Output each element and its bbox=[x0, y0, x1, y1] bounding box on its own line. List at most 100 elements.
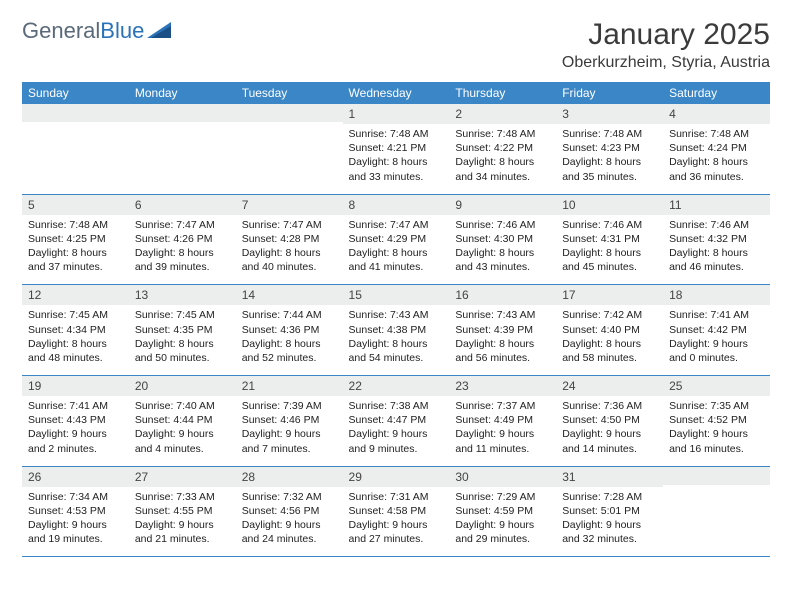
sunrise-text: Sunrise: 7:48 AM bbox=[455, 127, 550, 141]
calendar-cell-empty bbox=[129, 104, 236, 194]
sunset-text: Sunset: 4:43 PM bbox=[28, 413, 123, 427]
daylight-line1: Daylight: 9 hours bbox=[349, 427, 444, 441]
daylight-line2: and 35 minutes. bbox=[562, 170, 657, 184]
logo-text: GeneralBlue bbox=[22, 18, 144, 44]
sunset-text: Sunset: 4:58 PM bbox=[349, 504, 444, 518]
day-details: Sunrise: 7:46 AMSunset: 4:31 PMDaylight:… bbox=[556, 215, 663, 285]
day-number bbox=[236, 104, 343, 122]
week-row: 5Sunrise: 7:48 AMSunset: 4:25 PMDaylight… bbox=[22, 194, 770, 285]
day-details: Sunrise: 7:46 AMSunset: 4:30 PMDaylight:… bbox=[449, 215, 556, 285]
logo-word2: Blue bbox=[100, 18, 144, 43]
daylight-line2: and 4 minutes. bbox=[135, 442, 230, 456]
daylight-line1: Daylight: 8 hours bbox=[455, 155, 550, 169]
sunset-text: Sunset: 4:35 PM bbox=[135, 323, 230, 337]
sunset-text: Sunset: 4:53 PM bbox=[28, 504, 123, 518]
daylight-line2: and 56 minutes. bbox=[455, 351, 550, 365]
day-number: 27 bbox=[129, 467, 236, 487]
sunrise-text: Sunrise: 7:29 AM bbox=[455, 490, 550, 504]
sunrise-text: Sunrise: 7:43 AM bbox=[455, 308, 550, 322]
sunset-text: Sunset: 4:28 PM bbox=[242, 232, 337, 246]
daylight-line2: and 29 minutes. bbox=[455, 532, 550, 546]
sunset-text: Sunset: 4:38 PM bbox=[349, 323, 444, 337]
sunset-text: Sunset: 4:42 PM bbox=[669, 323, 764, 337]
sunrise-text: Sunrise: 7:48 AM bbox=[669, 127, 764, 141]
day-details: Sunrise: 7:33 AMSunset: 4:55 PMDaylight:… bbox=[129, 487, 236, 557]
calendar-cell: 3Sunrise: 7:48 AMSunset: 4:23 PMDaylight… bbox=[556, 104, 663, 194]
daylight-line2: and 34 minutes. bbox=[455, 170, 550, 184]
month-title: January 2025 bbox=[562, 18, 770, 52]
daylight-line2: and 40 minutes. bbox=[242, 260, 337, 274]
daylight-line2: and 0 minutes. bbox=[669, 351, 764, 365]
calendar-cell: 15Sunrise: 7:43 AMSunset: 4:38 PMDayligh… bbox=[343, 285, 450, 376]
calendar-cell: 14Sunrise: 7:44 AMSunset: 4:36 PMDayligh… bbox=[236, 285, 343, 376]
sunrise-text: Sunrise: 7:47 AM bbox=[135, 218, 230, 232]
sunset-text: Sunset: 4:23 PM bbox=[562, 141, 657, 155]
weekday-monday: Monday bbox=[129, 82, 236, 104]
day-number: 20 bbox=[129, 376, 236, 396]
day-details bbox=[663, 485, 770, 543]
daylight-line1: Daylight: 9 hours bbox=[28, 518, 123, 532]
daylight-line2: and 11 minutes. bbox=[455, 442, 550, 456]
calendar-cell: 1Sunrise: 7:48 AMSunset: 4:21 PMDaylight… bbox=[343, 104, 450, 194]
daylight-line2: and 50 minutes. bbox=[135, 351, 230, 365]
day-details: Sunrise: 7:48 AMSunset: 4:23 PMDaylight:… bbox=[556, 124, 663, 194]
title-block: January 2025 Oberkurzheim, Styria, Austr… bbox=[562, 18, 770, 72]
daylight-line2: and 36 minutes. bbox=[669, 170, 764, 184]
daylight-line1: Daylight: 8 hours bbox=[349, 155, 444, 169]
day-details: Sunrise: 7:29 AMSunset: 4:59 PMDaylight:… bbox=[449, 487, 556, 557]
day-number: 18 bbox=[663, 285, 770, 305]
sunrise-text: Sunrise: 7:46 AM bbox=[562, 218, 657, 232]
sunset-text: Sunset: 4:36 PM bbox=[242, 323, 337, 337]
day-details: Sunrise: 7:46 AMSunset: 4:32 PMDaylight:… bbox=[663, 215, 770, 285]
week-row: 1Sunrise: 7:48 AMSunset: 4:21 PMDaylight… bbox=[22, 104, 770, 194]
day-details: Sunrise: 7:47 AMSunset: 4:29 PMDaylight:… bbox=[343, 215, 450, 285]
day-number: 8 bbox=[343, 195, 450, 215]
daylight-line2: and 19 minutes. bbox=[28, 532, 123, 546]
sunset-text: Sunset: 4:56 PM bbox=[242, 504, 337, 518]
daylight-line2: and 39 minutes. bbox=[135, 260, 230, 274]
day-details bbox=[22, 122, 129, 180]
day-number: 29 bbox=[343, 467, 450, 487]
sunset-text: Sunset: 4:21 PM bbox=[349, 141, 444, 155]
weekday-header-row: SundayMondayTuesdayWednesdayThursdayFrid… bbox=[22, 82, 770, 104]
day-number: 31 bbox=[556, 467, 663, 487]
sunrise-text: Sunrise: 7:37 AM bbox=[455, 399, 550, 413]
daylight-line1: Daylight: 9 hours bbox=[562, 518, 657, 532]
sunrise-text: Sunrise: 7:35 AM bbox=[669, 399, 764, 413]
calendar-cell: 2Sunrise: 7:48 AMSunset: 4:22 PMDaylight… bbox=[449, 104, 556, 194]
day-details: Sunrise: 7:32 AMSunset: 4:56 PMDaylight:… bbox=[236, 487, 343, 557]
daylight-line2: and 43 minutes. bbox=[455, 260, 550, 274]
calendar-cell: 8Sunrise: 7:47 AMSunset: 4:29 PMDaylight… bbox=[343, 194, 450, 285]
sunset-text: Sunset: 4:31 PM bbox=[562, 232, 657, 246]
sunset-text: Sunset: 4:26 PM bbox=[135, 232, 230, 246]
day-details: Sunrise: 7:43 AMSunset: 4:39 PMDaylight:… bbox=[449, 305, 556, 375]
day-number: 7 bbox=[236, 195, 343, 215]
daylight-line2: and 27 minutes. bbox=[349, 532, 444, 546]
sunset-text: Sunset: 4:49 PM bbox=[455, 413, 550, 427]
calendar-cell: 4Sunrise: 7:48 AMSunset: 4:24 PMDaylight… bbox=[663, 104, 770, 194]
day-number: 25 bbox=[663, 376, 770, 396]
calendar-cell: 31Sunrise: 7:28 AMSunset: 5:01 PMDayligh… bbox=[556, 466, 663, 557]
calendar-cell: 10Sunrise: 7:46 AMSunset: 4:31 PMDayligh… bbox=[556, 194, 663, 285]
daylight-line1: Daylight: 9 hours bbox=[455, 427, 550, 441]
header: GeneralBlue January 2025 Oberkurzheim, S… bbox=[22, 18, 770, 72]
day-details: Sunrise: 7:48 AMSunset: 4:22 PMDaylight:… bbox=[449, 124, 556, 194]
day-details: Sunrise: 7:37 AMSunset: 4:49 PMDaylight:… bbox=[449, 396, 556, 466]
sunrise-text: Sunrise: 7:38 AM bbox=[349, 399, 444, 413]
day-number: 17 bbox=[556, 285, 663, 305]
daylight-line2: and 45 minutes. bbox=[562, 260, 657, 274]
sunset-text: Sunset: 4:59 PM bbox=[455, 504, 550, 518]
day-details: Sunrise: 7:41 AMSunset: 4:42 PMDaylight:… bbox=[663, 305, 770, 375]
daylight-line2: and 37 minutes. bbox=[28, 260, 123, 274]
sunset-text: Sunset: 4:24 PM bbox=[669, 141, 764, 155]
sunset-text: Sunset: 4:30 PM bbox=[455, 232, 550, 246]
day-details: Sunrise: 7:36 AMSunset: 4:50 PMDaylight:… bbox=[556, 396, 663, 466]
daylight-line1: Daylight: 8 hours bbox=[455, 337, 550, 351]
calendar-cell: 23Sunrise: 7:37 AMSunset: 4:49 PMDayligh… bbox=[449, 376, 556, 467]
calendar-cell: 11Sunrise: 7:46 AMSunset: 4:32 PMDayligh… bbox=[663, 194, 770, 285]
daylight-line2: and 2 minutes. bbox=[28, 442, 123, 456]
sunrise-text: Sunrise: 7:43 AM bbox=[349, 308, 444, 322]
daylight-line1: Daylight: 8 hours bbox=[669, 246, 764, 260]
day-number: 28 bbox=[236, 467, 343, 487]
calendar-cell-empty bbox=[22, 104, 129, 194]
